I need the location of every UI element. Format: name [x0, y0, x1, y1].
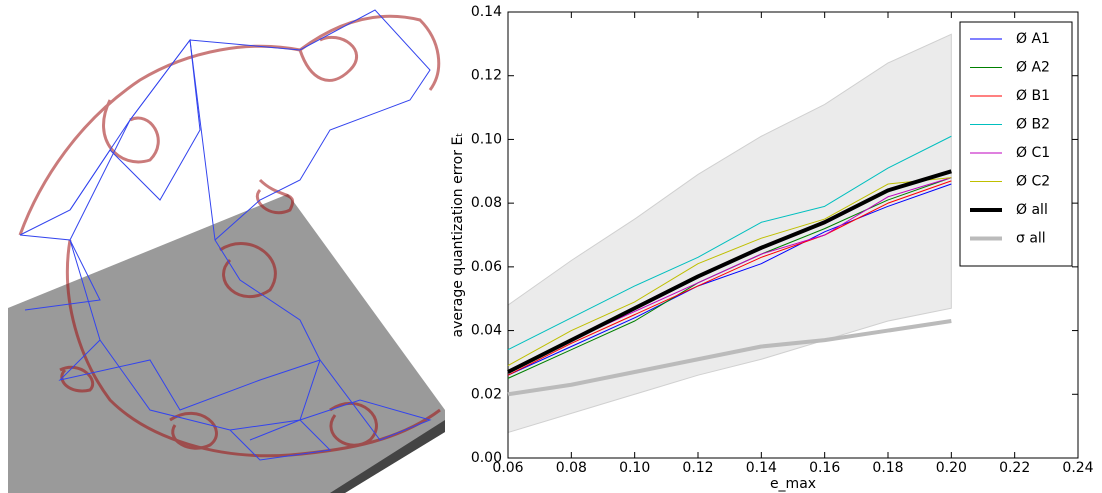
- y-tick-label: 0.04: [471, 323, 502, 339]
- y-tick-label: 0.14: [471, 4, 502, 20]
- y-tick-label: 0.08: [471, 195, 502, 211]
- y-tick-label: 0.00: [471, 450, 502, 466]
- y-tick-label: 0.12: [471, 68, 502, 84]
- legend-label: Ø B1: [1016, 88, 1050, 104]
- x-tick-label: 0.18: [872, 460, 903, 476]
- x-tick-label: 0.16: [809, 460, 840, 476]
- y-tick-label: 0.06: [471, 259, 502, 275]
- chart: 0.06 0.08 0.10 0.12 0.14 0.16 0.18 0.20 0.22 0.24…: [450, 4, 1094, 492]
- legend-label: σ all: [1016, 231, 1046, 247]
- spread-band: [508, 34, 951, 432]
- legend-label: Ø C1: [1016, 145, 1050, 161]
- x-tick-label: 0.20: [936, 460, 967, 476]
- x-tick-label: 0.12: [682, 460, 713, 476]
- y-axis-label: average quantization error Eₜ: [450, 133, 466, 338]
- page: 0.06 0.08 0.10 0.12 0.14 0.16 0.18 0.20 0.22 0.24…: [0, 0, 1102, 493]
- legend-label: Ø A2: [1016, 60, 1050, 76]
- legend-label: Ø A1: [1016, 31, 1050, 47]
- x-tick-label: 0.22: [999, 460, 1030, 476]
- legend-label: Ø C2: [1016, 174, 1050, 190]
- x-tick-label: 0.10: [619, 460, 650, 476]
- floor-plane: [8, 194, 445, 493]
- x-tick-label: 0.14: [746, 460, 777, 476]
- x-tick-label: 0.24: [1062, 460, 1093, 476]
- legend-label: Ø all: [1016, 202, 1048, 218]
- x-tick-label: 0.08: [556, 460, 587, 476]
- y-tick-label: 0.02: [471, 386, 502, 402]
- x-axis-label: e_max: [770, 476, 816, 492]
- render-3d: [8, 10, 445, 493]
- y-tick-label: 0.10: [471, 131, 502, 147]
- legend-label: Ø B2: [1016, 117, 1050, 133]
